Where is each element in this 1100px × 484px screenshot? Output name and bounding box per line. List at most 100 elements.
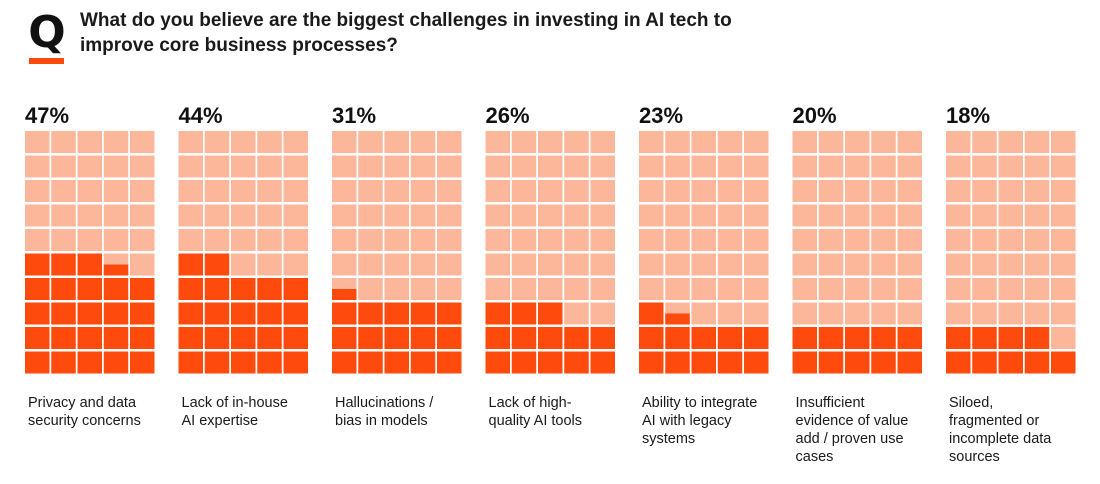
waffle-cell [538, 204, 563, 227]
waffle-cell-filled [358, 327, 383, 349]
waffle-cell [178, 155, 203, 178]
waffle-cell [897, 229, 922, 251]
waffle-cell [564, 253, 589, 276]
waffle-cell [946, 253, 971, 276]
waffle-cell [946, 131, 971, 153]
waffle-cell [358, 278, 383, 300]
waffle-cell [845, 131, 870, 153]
waffle-cell-filled [77, 351, 102, 374]
waffle-cell-filled [639, 351, 664, 374]
waffle-cell [384, 131, 409, 153]
waffle-cell [178, 180, 203, 202]
waffle-cell-filled [665, 327, 690, 349]
waffle-cell [639, 155, 664, 178]
waffle-cell [998, 180, 1023, 202]
waffle-cell [77, 180, 102, 202]
waffle-cell [818, 131, 844, 153]
waffle-cell [204, 131, 230, 153]
waffle-cell-filled [485, 302, 510, 325]
waffle-cell [871, 229, 896, 251]
waffle-cell [485, 204, 510, 227]
waffle-cell-filled [818, 327, 844, 349]
waffle-cell [437, 253, 462, 276]
waffle-cell-filled [77, 302, 102, 325]
waffle-cell [257, 229, 282, 251]
waffle-cell-filled [590, 351, 615, 374]
waffle-cell [358, 180, 383, 202]
waffle-cell-filled [717, 327, 743, 349]
waffle-cell [511, 131, 537, 153]
waffle-cell [897, 302, 922, 325]
question-badge: Q [27, 10, 67, 64]
waffle-cell [384, 229, 409, 251]
waffle-cell [485, 253, 510, 276]
waffle-cell [77, 155, 102, 178]
waffle-cell [283, 155, 308, 178]
waffle-cell-filled [204, 253, 230, 276]
waffle-cell [1024, 253, 1050, 276]
waffle-cell-filled [178, 278, 203, 300]
waffle-cell [1024, 229, 1050, 251]
waffle-cell [103, 204, 129, 227]
waffle-cell-filled [51, 327, 76, 349]
waffle-cell [897, 131, 922, 153]
waffle-cell [946, 204, 971, 227]
waffle-cell [998, 131, 1023, 153]
category-label: Siloed, fragmented or incomplete data so… [949, 395, 1052, 465]
waffle-cell-filled [538, 327, 563, 349]
waffle-cell-filled [511, 302, 537, 325]
waffle-cell [1051, 278, 1076, 300]
waffle-cell [691, 229, 716, 251]
waffle-cell [818, 302, 844, 325]
waffle-cell [665, 253, 690, 276]
waffle-cell [818, 253, 844, 276]
waffle-cell [437, 229, 462, 251]
waffle-cell [818, 204, 844, 227]
waffle-cell [51, 229, 76, 251]
q-icon: Q [28, 7, 66, 58]
waffle-cell-filled [77, 327, 102, 349]
waffle-cell-filled [511, 327, 537, 349]
waffle-cell-filled [744, 327, 769, 349]
waffle-cell [51, 155, 76, 178]
waffle-cell [25, 155, 50, 178]
waffle-cell [639, 180, 664, 202]
waffle-cell [998, 204, 1023, 227]
waffle-cell [130, 204, 155, 227]
waffle-cell [717, 253, 743, 276]
waffle-cell [590, 278, 615, 300]
waffle-cell-filled [845, 351, 870, 374]
waffle-cell [358, 229, 383, 251]
waffle-group: 31% [332, 103, 462, 374]
question-title: What do you believe are the biggest chal… [80, 10, 732, 56]
waffle-cell [691, 155, 716, 178]
waffle-cell [358, 155, 383, 178]
waffle-cell-filled [972, 327, 997, 349]
waffle-cell [792, 229, 817, 251]
waffle-cell [332, 253, 357, 276]
waffle-cell-filled [25, 302, 50, 325]
waffle-cell [538, 278, 563, 300]
waffle-cell [717, 229, 743, 251]
waffle-cell [283, 229, 308, 251]
waffle-cell [744, 204, 769, 227]
waffle-cell [564, 302, 589, 325]
waffle-cell-filled [204, 351, 230, 374]
waffle-cell-filled [437, 351, 462, 374]
waffle-cell [792, 180, 817, 202]
waffle-cell [717, 155, 743, 178]
waffle-cell-filled [792, 351, 817, 374]
waffle-cell [717, 131, 743, 153]
waffle-cell [717, 204, 743, 227]
waffle-cell-filled [231, 327, 256, 349]
waffle-cell-filled [130, 278, 155, 300]
waffle-cell [1024, 302, 1050, 325]
waffle-cell [103, 155, 129, 178]
waffle-cell [485, 155, 510, 178]
waffle-cell [564, 278, 589, 300]
waffle-cell [744, 278, 769, 300]
waffle-cell [410, 229, 436, 251]
waffle-cell [103, 229, 129, 251]
waffle-cell [1051, 180, 1076, 202]
waffle-cell [384, 204, 409, 227]
